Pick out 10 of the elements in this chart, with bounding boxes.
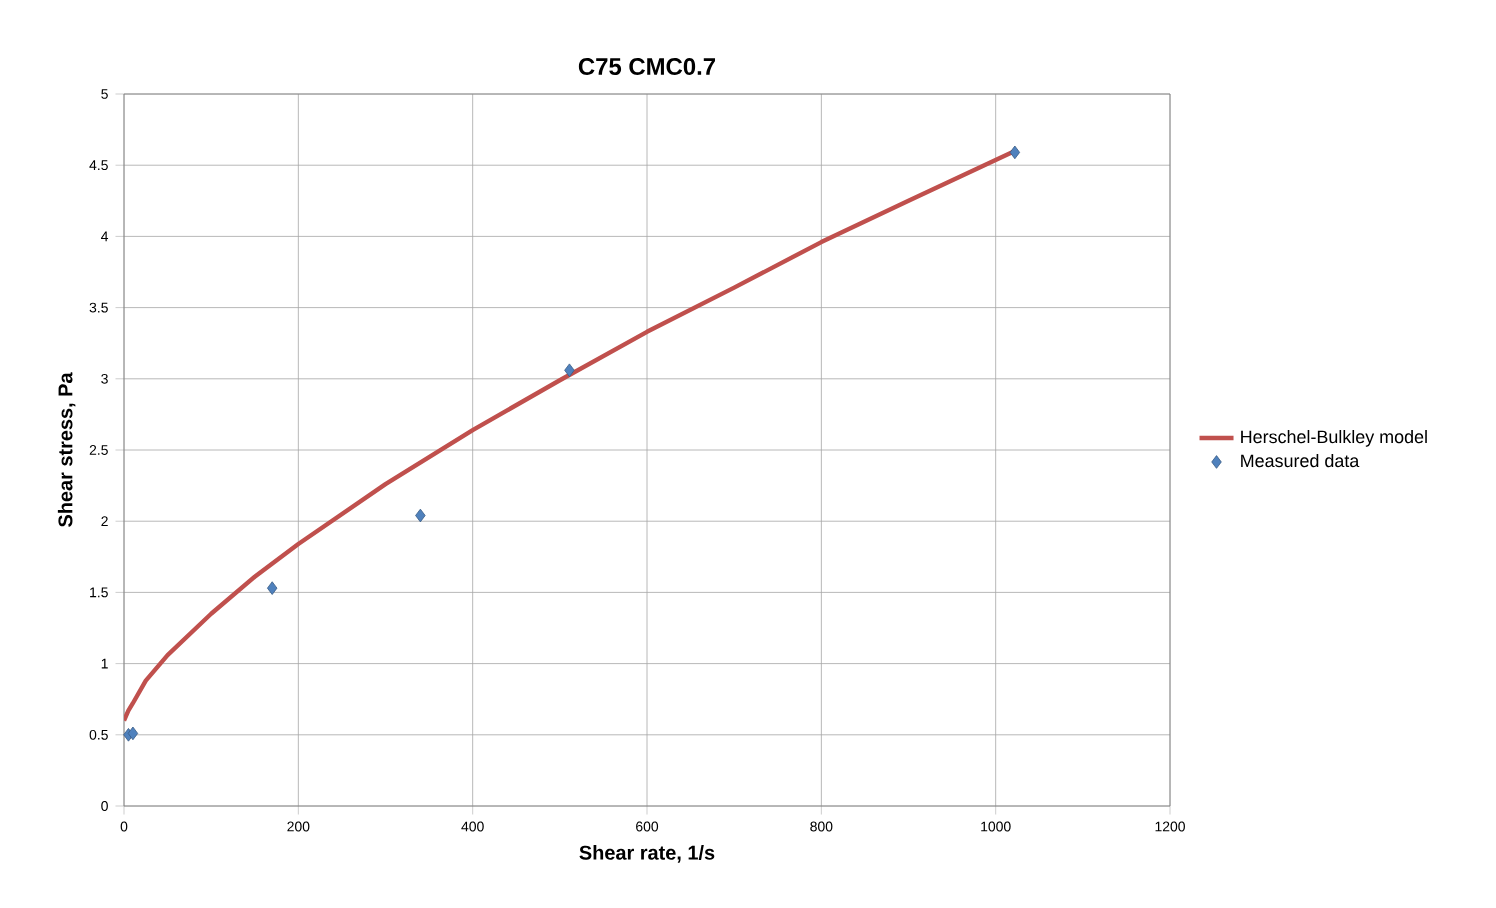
point bbox=[415, 508, 426, 523]
y-axis-title: Shear stress, Pa bbox=[57, 372, 76, 527]
chart-title: C75 CMC0.7 bbox=[578, 58, 716, 75]
legend-label: Herschel-Bulkley model bbox=[1241, 430, 1427, 447]
legend-label: Measured data bbox=[1241, 453, 1360, 468]
point bbox=[1009, 145, 1021, 160]
x-axis-title: Shear rate, 1/s bbox=[579, 845, 715, 863]
point bbox=[127, 726, 139, 741]
point bbox=[564, 363, 575, 378]
point bbox=[267, 581, 278, 595]
